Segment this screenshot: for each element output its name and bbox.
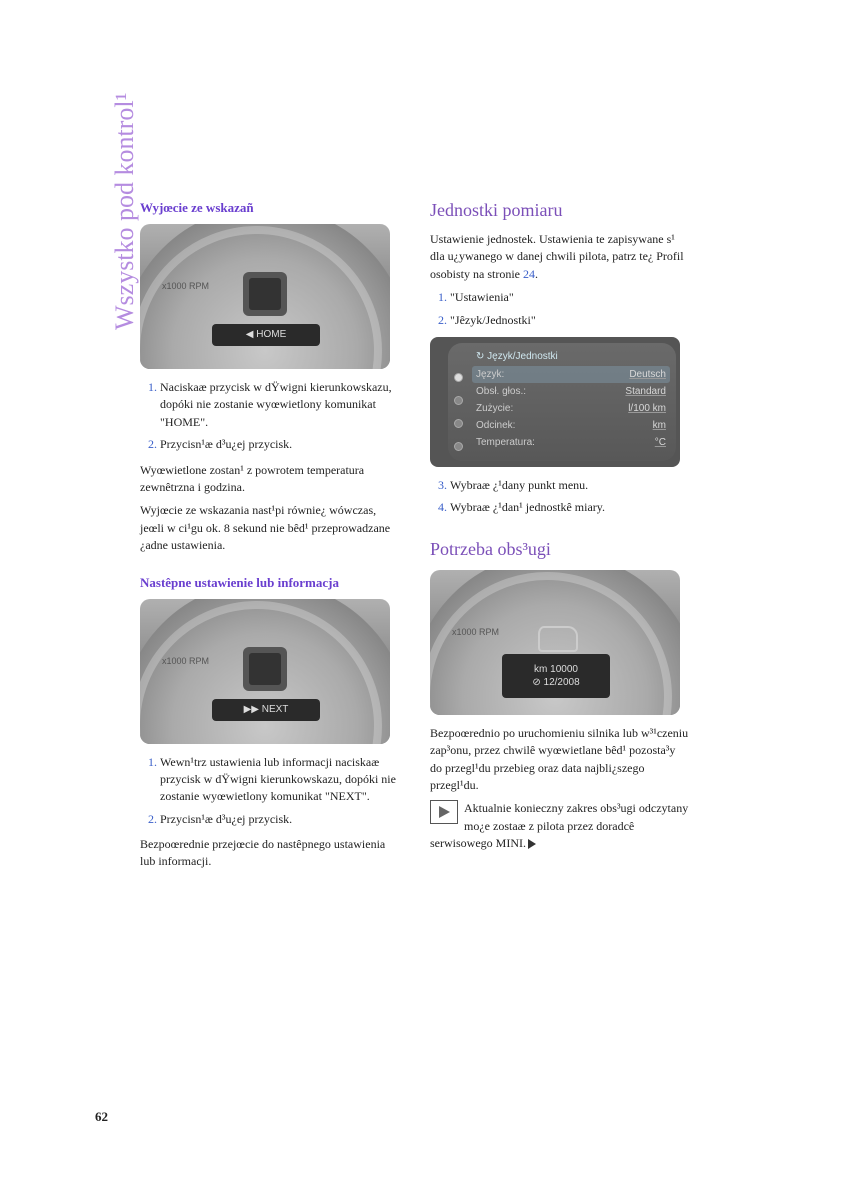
steps-units-post: Wybraæ ¿¹dany punkt menu. Wybraæ ¿¹dan¹ … xyxy=(430,477,690,517)
heading-service: Potrzeba obs³ugi xyxy=(430,539,690,560)
right-column: Jednostki pomiaru Ustawienie jednostek. … xyxy=(430,200,690,877)
rpm-label: x1000 RPM xyxy=(162,282,209,292)
body-text: Bezpoœrednio po uruchomieniu silnika lub… xyxy=(430,725,690,795)
menu-screenshot: Język/Jednostki Język: Deutsch Obsł. gło… xyxy=(430,337,680,467)
body-text: Wyœwietlone zostan¹ z powrotem temperatu… xyxy=(140,462,400,497)
heading-units: Jednostki pomiaru xyxy=(430,200,690,221)
step-item: Wybraæ ¿¹dany punkt menu. xyxy=(450,477,690,494)
step-item: Wybraæ ¿¹dan¹ jednostkê miary. xyxy=(450,499,690,516)
step-item: "Ustawienia" xyxy=(450,289,690,306)
info-triangle-icon xyxy=(430,800,458,824)
heading-next-setting: Nastêpne ustawienie lub informacja xyxy=(140,575,400,591)
rpm-label: x1000 RPM xyxy=(452,628,499,638)
step-item: Naciskaæ przycisk w dŸwigni kierunkowska… xyxy=(160,379,400,431)
page-reference-link: 24 xyxy=(523,267,535,281)
end-marker-icon xyxy=(528,839,536,849)
steps-units-pre: "Ustawienia" "Jêzyk/Jednostki" xyxy=(430,289,690,329)
menu-row: Zużycie: l/100 km xyxy=(476,400,666,417)
lcd-service: km 10000 ⊘ 12/2008 xyxy=(502,654,610,698)
body-text: Bezpoœrednie przejœcie do nastêpnego ust… xyxy=(140,836,400,871)
body-text: Wyjœcie ze wskazania nast¹pi równie¿ wów… xyxy=(140,502,400,554)
gauge-image-home: x1000 RPM ◀ HOME xyxy=(140,224,390,369)
note-block: Aktualnie konieczny zakres obs³ugi odczy… xyxy=(430,800,690,852)
step-item: "Jêzyk/Jednostki" xyxy=(450,312,690,329)
menu-row: Odcinek: km xyxy=(476,417,666,434)
step-item: Wewn¹trz ustawienia lub informacji nacis… xyxy=(160,754,400,806)
left-column: Wyjœcie ze wskazañ x1000 RPM ◀ HOME Naci… xyxy=(140,200,400,877)
menu-row: Temperatura: °C xyxy=(476,434,666,451)
rpm-label: x1000 RPM xyxy=(162,657,209,667)
menu-title: Język/Jednostki xyxy=(476,351,558,362)
page-number: 62 xyxy=(95,1109,108,1125)
car-outline-icon xyxy=(538,626,578,652)
steps-next: Wewn¹trz ustawienia lub informacji nacis… xyxy=(140,754,400,829)
heading-exit-indication: Wyjœcie ze wskazañ xyxy=(140,200,400,216)
step-item: Przycisn¹æ d³u¿ej przycisk. xyxy=(160,436,400,453)
lcd-home: ◀ HOME xyxy=(212,324,320,346)
steps-exit: Naciskaæ przycisk w dŸwigni kierunkowska… xyxy=(140,379,400,454)
side-chapter-title: Wszystko pod kontrol¹ xyxy=(110,93,140,330)
body-text: Ustawienie jednostek. Ustawienia te zapi… xyxy=(430,231,690,283)
menu-row: Obsł. głos.: Standard xyxy=(476,383,666,400)
step-item: Przycisn¹æ d³u¿ej przycisk. xyxy=(160,811,400,828)
menu-row: Język: Deutsch xyxy=(472,366,670,383)
gauge-image-service: x1000 RPM km 10000 ⊘ 12/2008 xyxy=(430,570,680,715)
gauge-image-next: x1000 RPM ▶▶ NEXT xyxy=(140,599,390,744)
lcd-next: ▶▶ NEXT xyxy=(212,699,320,721)
